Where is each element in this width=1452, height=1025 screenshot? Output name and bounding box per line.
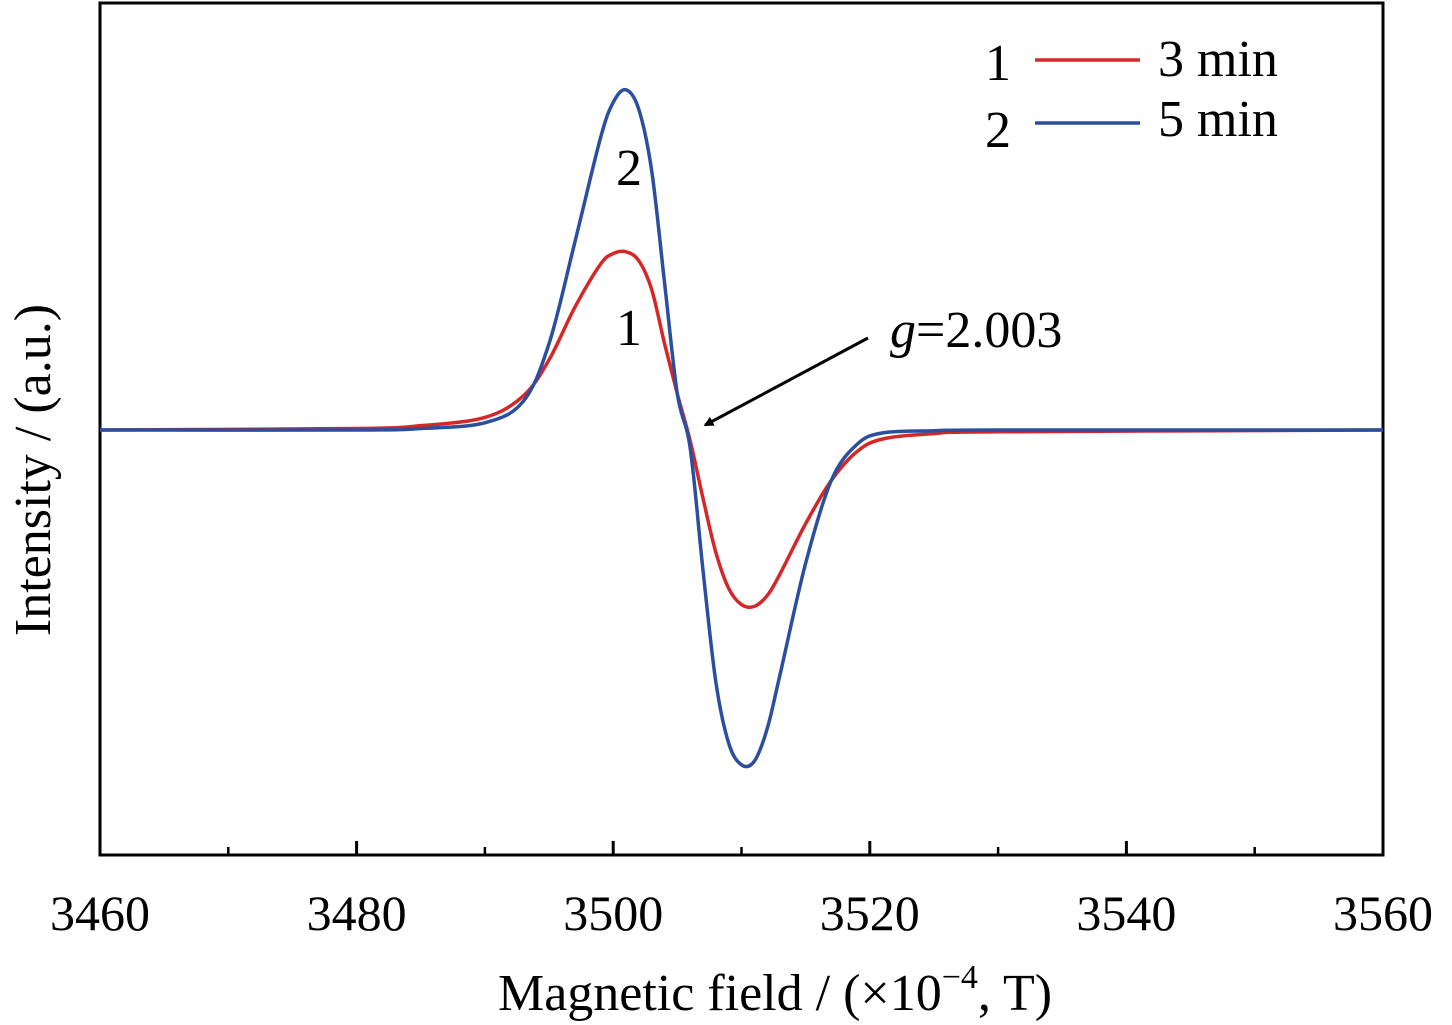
x-axis-title: Magnetic field / (×10−4, T) <box>498 959 1052 1022</box>
x-tick-label: 3460 <box>50 885 150 941</box>
x-tick-label: 3480 <box>307 885 407 941</box>
series-line-2 <box>99 87 1384 769</box>
legend-label-2: 5 min <box>1158 91 1278 148</box>
legend: 1 3 min 2 5 min <box>985 31 1278 159</box>
curve-label-1: 1 <box>616 300 642 357</box>
annotation-arrow <box>703 336 869 427</box>
x-major-ticks <box>98 841 1385 855</box>
x-tick-label: 3540 <box>1076 885 1176 941</box>
annotation-value: =2.003 <box>916 302 1062 359</box>
x-tick-label: 3500 <box>563 885 663 941</box>
x-tick-label: 3560 <box>1333 885 1433 941</box>
annotation-text: g=2.003 <box>890 302 1062 359</box>
x-axis-title-tail: , T) <box>978 965 1052 1022</box>
legend-number-1: 1 <box>985 35 1011 92</box>
x-axis-title-main: Magnetic field / (×10 <box>498 965 942 1022</box>
x-minor-ticks <box>227 847 1256 855</box>
legend-number-2: 2 <box>985 102 1011 159</box>
y-axis-title: Intensity / (a.u.) <box>5 304 62 636</box>
x-axis-title-exponent: −4 <box>942 959 978 996</box>
legend-label-1: 3 min <box>1158 31 1278 88</box>
g-value-annotation: g=2.003 <box>703 302 1062 427</box>
x-tick-label: 3520 <box>820 885 920 941</box>
annotation-g-symbol: g <box>890 302 916 359</box>
series-group <box>99 87 1384 769</box>
x-tick-labels: 3460 3480 3500 3520 3540 3560 <box>50 885 1433 941</box>
curve-label-2: 2 <box>616 140 642 197</box>
